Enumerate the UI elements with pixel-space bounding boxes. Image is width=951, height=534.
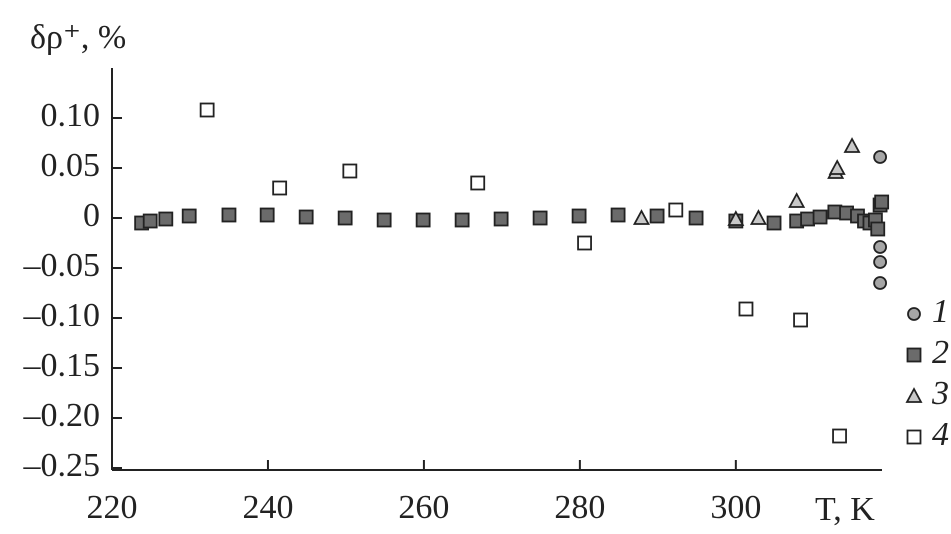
marker-square xyxy=(649,208,665,224)
marker-square xyxy=(454,212,470,228)
marker-square xyxy=(259,207,275,223)
y-tick-label: 0 xyxy=(83,197,100,234)
marker-square xyxy=(800,211,815,227)
marker-square xyxy=(470,175,486,191)
marker-square xyxy=(181,208,197,224)
y-tick-label: –0.25 xyxy=(23,447,101,484)
marker-triangle xyxy=(727,210,745,226)
marker-circle xyxy=(873,150,888,164)
legend-marker xyxy=(907,307,921,321)
marker-triangle xyxy=(788,192,806,208)
legend-label: 3 xyxy=(931,375,949,412)
marker-square xyxy=(832,428,847,444)
legend-label: 1 xyxy=(932,293,949,330)
y-tick-label: –0.15 xyxy=(23,347,101,384)
x-tick-label: 220 xyxy=(87,489,138,526)
x-tick-label: 300 xyxy=(710,489,761,526)
marker-square xyxy=(532,210,548,226)
legend-marker xyxy=(906,347,922,363)
x-tick-label: 240 xyxy=(242,489,293,526)
marker-triangle xyxy=(828,159,846,175)
marker-square xyxy=(337,210,353,226)
marker-circle xyxy=(873,240,888,254)
marker-square xyxy=(738,301,754,317)
marker-square xyxy=(493,211,509,227)
marker-square xyxy=(668,202,684,218)
marker-square xyxy=(870,221,886,237)
marker-triangle xyxy=(843,137,861,153)
marker-triangle xyxy=(632,209,650,225)
marker-square xyxy=(812,209,828,225)
y-tick-label: –0.20 xyxy=(23,397,101,434)
y-tick-label: –0.10 xyxy=(23,297,101,334)
marker-square xyxy=(688,210,704,226)
marker-square xyxy=(766,215,782,231)
marker-square xyxy=(610,207,626,223)
x-axis-label: T, K xyxy=(815,491,875,528)
marker-square xyxy=(415,212,431,228)
marker-square xyxy=(342,163,358,179)
marker-square xyxy=(571,208,587,224)
legend-marker xyxy=(905,387,923,403)
y-axis-label: δρ⁺, % xyxy=(30,19,126,56)
legend-label: 2 xyxy=(932,334,949,371)
y-tick-label: 0.10 xyxy=(41,97,101,134)
marker-square xyxy=(793,312,808,328)
y-tick-label: 0.05 xyxy=(41,147,101,184)
marker-square xyxy=(221,207,237,223)
marker-square xyxy=(142,213,158,229)
marker-square xyxy=(874,194,890,210)
marker-square xyxy=(272,180,288,196)
marker-square xyxy=(577,235,592,251)
x-tick-label: 260 xyxy=(398,489,449,526)
marker-square xyxy=(158,211,174,227)
marker-square xyxy=(376,212,392,228)
legend-marker xyxy=(906,429,922,445)
legend-label: 4 xyxy=(932,416,949,453)
y-tick-label: –0.05 xyxy=(23,247,101,284)
x-tick-label: 280 xyxy=(554,489,605,526)
marker-square xyxy=(199,102,215,118)
marker-circle xyxy=(873,276,888,290)
marker-square xyxy=(298,209,314,225)
marker-circle xyxy=(873,255,888,269)
marker-triangle xyxy=(749,209,767,225)
